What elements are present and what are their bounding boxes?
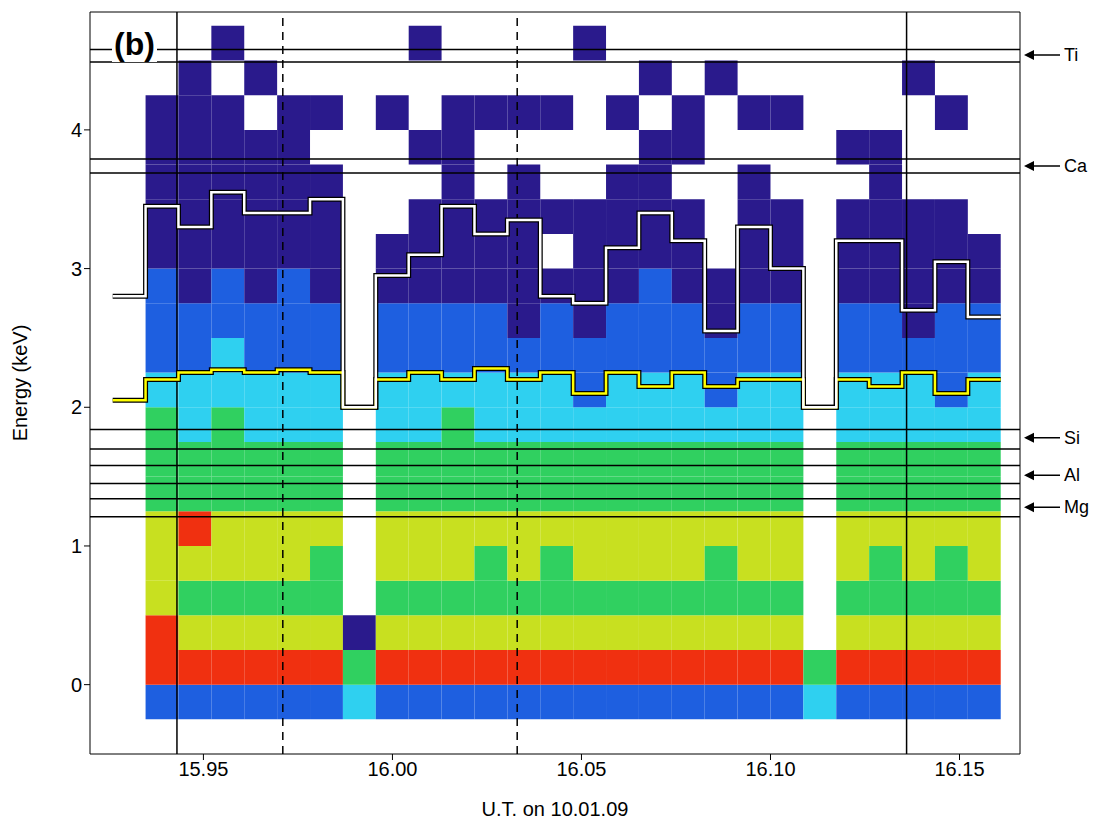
- svg-text:16.10: 16.10: [745, 758, 795, 780]
- svg-text:Al: Al: [1064, 465, 1080, 485]
- svg-text:4: 4: [71, 119, 82, 141]
- svg-text:15.95: 15.95: [178, 758, 228, 780]
- svg-text:1: 1: [71, 535, 82, 557]
- svg-text:0: 0: [71, 674, 82, 696]
- svg-text:Mg: Mg: [1064, 497, 1089, 517]
- svg-text:Ti: Ti: [1064, 45, 1078, 65]
- svg-text:Ca: Ca: [1064, 156, 1088, 176]
- svg-text:Si: Si: [1064, 428, 1080, 448]
- svg-text:16.00: 16.00: [367, 758, 417, 780]
- svg-text:16.05: 16.05: [556, 758, 606, 780]
- svg-text:16.15: 16.15: [934, 758, 984, 780]
- svg-text:3: 3: [71, 258, 82, 280]
- html-text:(b): (b): [114, 26, 155, 62]
- svg-text:U.T. on 10.01.09: U.T. on 10.01.09: [482, 798, 629, 820]
- svg-text:Energy (keV): Energy (keV): [9, 325, 31, 442]
- svg-text:2: 2: [71, 396, 82, 418]
